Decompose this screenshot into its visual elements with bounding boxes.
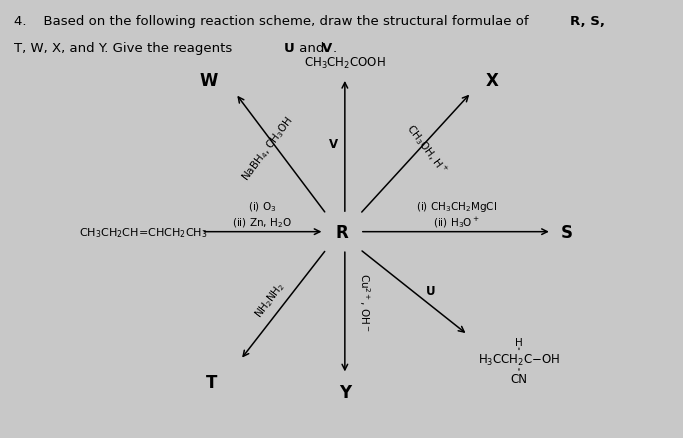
Text: Y: Y: [339, 383, 351, 401]
Text: T: T: [206, 373, 217, 391]
Text: R, S,: R, S,: [570, 15, 605, 28]
Text: Cu$^{2+}$, OH$^-$: Cu$^{2+}$, OH$^-$: [357, 273, 372, 332]
Text: and: and: [295, 42, 329, 55]
Text: S: S: [561, 223, 573, 241]
Text: NH$_2$NH$_2$: NH$_2$NH$_2$: [252, 279, 288, 321]
Text: T, W, X, and Y. Give the reagents: T, W, X, and Y. Give the reagents: [14, 42, 236, 55]
Text: W: W: [199, 72, 217, 90]
Text: V: V: [329, 138, 338, 151]
Text: H: H: [515, 338, 523, 347]
Text: CH$_3$OH, H$^+$: CH$_3$OH, H$^+$: [403, 121, 451, 177]
Text: U: U: [426, 285, 435, 298]
Text: H$_3$CCH$_2$C$-$OH: H$_3$CCH$_2$C$-$OH: [478, 353, 560, 367]
Text: .: .: [333, 42, 337, 55]
Text: CN: CN: [510, 372, 527, 385]
Text: V: V: [322, 42, 333, 55]
Text: 4.    Based on the following reaction scheme, draw the structural formulae of: 4. Based on the following reaction schem…: [14, 15, 533, 28]
Text: (ii) Zn, H$_2$O: (ii) Zn, H$_2$O: [232, 216, 292, 230]
Text: (ii) H$_3$O$^+$: (ii) H$_3$O$^+$: [432, 215, 479, 230]
Text: U: U: [283, 42, 294, 55]
Text: X: X: [485, 72, 498, 90]
Text: (i) O$_3$: (i) O$_3$: [248, 200, 277, 214]
Text: (i) CH$_3$CH$_2$MgCl: (i) CH$_3$CH$_2$MgCl: [415, 200, 497, 214]
Text: CH$_3$CH$_2$CH=CHCH$_2$CH$_3$: CH$_3$CH$_2$CH=CHCH$_2$CH$_3$: [79, 225, 207, 239]
Text: CH$_3$CH$_2$COOH: CH$_3$CH$_2$COOH: [304, 56, 386, 71]
Text: R: R: [335, 223, 348, 241]
Text: NaBH$_4$, CH$_3$OH: NaBH$_4$, CH$_3$OH: [239, 114, 296, 184]
